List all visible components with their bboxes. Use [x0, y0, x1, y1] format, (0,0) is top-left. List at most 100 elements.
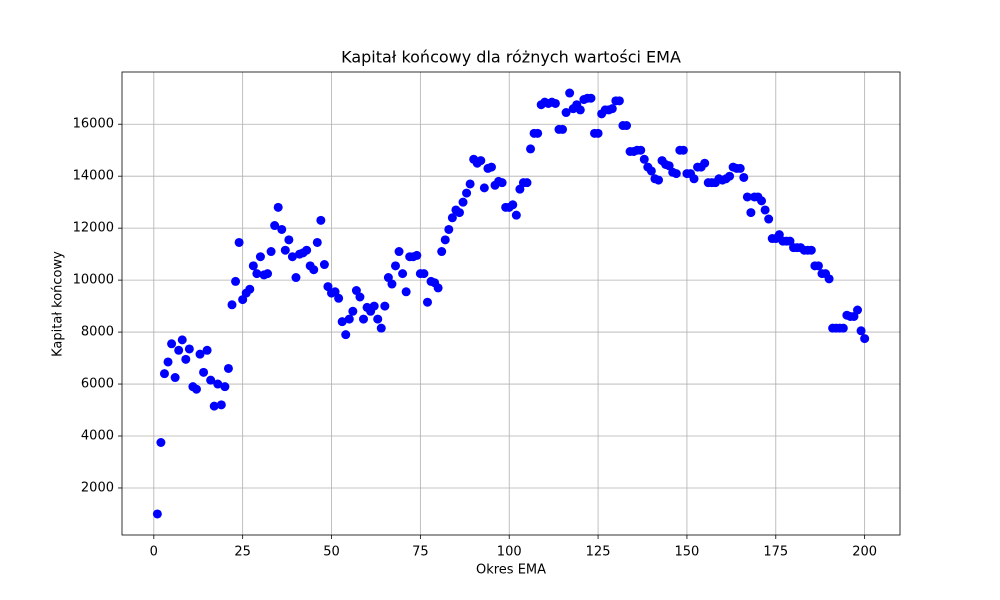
point — [248, 261, 258, 271]
point — [227, 300, 237, 310]
point — [312, 237, 322, 247]
point — [511, 210, 521, 220]
y-tick-label: 12000 — [73, 221, 114, 236]
grid-layer — [122, 72, 900, 535]
point — [561, 108, 571, 118]
y-tick-label: 16000 — [73, 117, 114, 132]
y-tick-label: 6000 — [81, 377, 114, 392]
point — [813, 261, 823, 271]
point — [319, 260, 329, 270]
point — [376, 323, 386, 333]
point — [653, 175, 663, 185]
point — [401, 287, 411, 297]
point — [234, 237, 244, 247]
x-tick-label: 150 — [675, 545, 700, 560]
point — [223, 363, 233, 373]
point — [522, 178, 532, 188]
point — [458, 197, 468, 207]
point — [558, 124, 568, 134]
x-tick-label: 0 — [150, 545, 158, 560]
point — [177, 335, 187, 345]
point — [622, 121, 632, 131]
point — [369, 301, 379, 311]
point — [454, 208, 464, 218]
point — [191, 384, 201, 394]
point — [824, 274, 834, 284]
y-tick-label: 14000 — [73, 169, 114, 184]
y-tick-label: 10000 — [73, 273, 114, 288]
point — [742, 192, 752, 202]
point — [465, 179, 475, 189]
plot-frame — [121, 71, 901, 536]
point — [156, 438, 166, 448]
point — [614, 96, 624, 106]
point — [533, 128, 543, 138]
point — [152, 509, 162, 519]
point — [764, 214, 774, 224]
point — [671, 169, 681, 179]
point — [636, 145, 646, 155]
point — [725, 171, 735, 181]
point — [341, 330, 351, 340]
point — [437, 247, 447, 257]
point — [444, 224, 454, 234]
point — [739, 172, 749, 182]
point — [412, 250, 422, 260]
point — [231, 276, 241, 286]
point — [565, 88, 575, 98]
point — [419, 269, 429, 279]
x-tick-label: 200 — [852, 545, 877, 560]
point — [390, 261, 400, 271]
point — [508, 200, 518, 210]
x-tick-label: 175 — [763, 545, 788, 560]
point — [838, 323, 848, 333]
point — [497, 178, 507, 188]
point — [170, 373, 180, 383]
point — [479, 183, 489, 193]
point — [355, 292, 365, 302]
point — [302, 245, 312, 255]
point — [486, 162, 496, 172]
point — [202, 345, 212, 355]
point — [316, 215, 326, 225]
point — [263, 269, 273, 279]
point — [163, 357, 173, 367]
point — [181, 354, 191, 364]
point — [167, 339, 177, 349]
point — [184, 344, 194, 354]
point — [760, 205, 770, 215]
point — [252, 269, 262, 279]
point — [280, 245, 290, 255]
y-tick-label: 4000 — [81, 429, 114, 444]
point — [174, 345, 184, 355]
point — [575, 105, 585, 115]
point — [273, 202, 283, 212]
y-tick-label: 2000 — [81, 480, 114, 495]
point — [291, 273, 301, 283]
point — [270, 221, 280, 231]
point — [209, 401, 219, 411]
y-axis-label: Kapitał końcowy — [51, 251, 66, 357]
x-tick-label: 100 — [497, 545, 522, 560]
point — [447, 213, 457, 223]
point — [462, 188, 472, 198]
point — [387, 279, 397, 289]
point — [526, 144, 536, 154]
point — [220, 382, 230, 392]
point — [586, 93, 596, 103]
chart-title: Kapitał końcowy dla różnych wartości EMA — [341, 48, 681, 67]
point — [334, 293, 344, 303]
point — [337, 317, 347, 327]
x-tick-label: 75 — [412, 545, 429, 560]
point — [159, 369, 169, 379]
point — [689, 174, 699, 184]
point — [440, 235, 450, 245]
point — [700, 158, 710, 168]
point — [476, 156, 486, 166]
point — [550, 98, 560, 108]
point — [277, 224, 287, 234]
point — [607, 104, 617, 114]
point — [860, 334, 870, 344]
point — [255, 252, 265, 262]
